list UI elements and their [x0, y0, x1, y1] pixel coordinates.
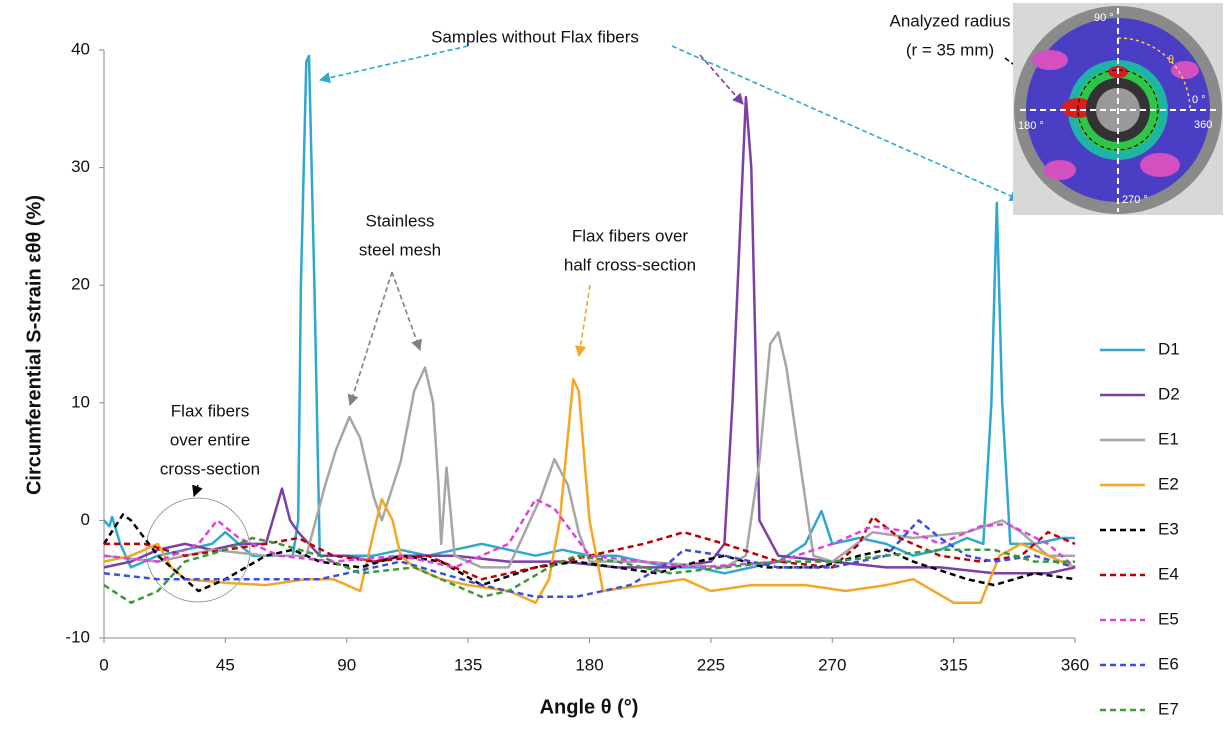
inset-label: 90 °	[1094, 12, 1114, 24]
x-tick-label: 360	[1061, 655, 1089, 674]
annotation: Analyzed radius	[890, 11, 1011, 30]
series-line	[103, 378, 1076, 604]
series-line	[103, 54, 1075, 575]
legend-label: E3	[1158, 519, 1179, 538]
annotation: Flax fibers	[171, 401, 249, 420]
arrow	[391, 271, 422, 352]
inset-image: 90 ° θ 0 ° 360 180 ° 270 °	[1013, 3, 1223, 215]
legend-label: E1	[1158, 429, 1179, 448]
annotation: Samples without Flax fibers	[431, 27, 639, 46]
arrow	[318, 45, 469, 84]
x-tick-label: 270	[818, 655, 846, 674]
arrow	[192, 484, 203, 498]
inset-label: 360	[1194, 119, 1212, 131]
y-tick-label: 20	[71, 275, 90, 294]
annotation: (r = 35 mm)	[906, 40, 994, 59]
inset-label: 180 °	[1018, 120, 1044, 132]
x-tick-label: 90	[337, 655, 356, 674]
arrow	[671, 45, 1022, 202]
legend-label: E4	[1158, 564, 1179, 583]
annotation: over entire	[170, 430, 250, 449]
y-tick-label: 40	[71, 39, 90, 58]
arrow	[347, 271, 393, 407]
inset-label: 270 °	[1122, 194, 1148, 206]
annotation: half cross-section	[564, 255, 696, 274]
annotation: Stainless	[366, 211, 435, 230]
y-tick-label: -10	[65, 627, 90, 646]
arrow	[575, 284, 591, 358]
legend-label: E6	[1158, 654, 1179, 673]
y-axis-label: Circumferential S-strain εθθ (%)	[23, 195, 45, 495]
x-tick-label: 315	[939, 655, 967, 674]
x-tick-label: 180	[575, 655, 603, 674]
x-axis-label: Angle θ (°)	[540, 696, 639, 718]
inset-label: θ	[1168, 54, 1174, 66]
legend-label: E7	[1158, 699, 1179, 718]
annotation: cross-section	[160, 459, 260, 478]
annotation: steel mesh	[359, 240, 441, 259]
y-tick-label: 0	[81, 510, 90, 529]
x-tick-label: 45	[216, 655, 235, 674]
arrow	[699, 54, 744, 105]
annotation: Flax fibers over	[572, 226, 689, 245]
y-tick-label: 10	[71, 392, 90, 411]
series-line	[103, 497, 1076, 569]
x-tick-label: 0	[99, 655, 108, 674]
y-tick-label: 30	[71, 157, 90, 176]
series-line	[103, 95, 1076, 575]
series-line	[103, 330, 1075, 569]
legend-label: E5	[1158, 609, 1179, 628]
series-line	[103, 536, 1075, 604]
legend-label: E2	[1158, 474, 1179, 493]
series-line	[102, 513, 1076, 593]
legend-label: D1	[1158, 339, 1180, 358]
inset-label: 0 °	[1192, 94, 1206, 106]
x-tick-label: 135	[454, 655, 482, 674]
x-tick-label: 225	[697, 655, 725, 674]
series-line	[104, 515, 1076, 581]
legend-label: D2	[1158, 384, 1180, 403]
